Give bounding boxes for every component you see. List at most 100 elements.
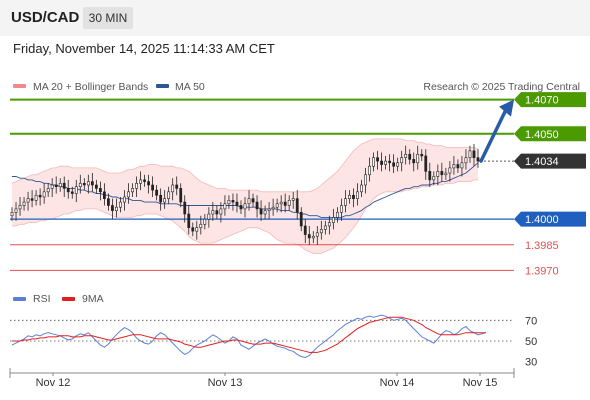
x-axis: Nov 12 Nov 13 Nov 14 Nov 15 [9,368,515,389]
candle-body [448,167,452,174]
candle-body [171,184,175,193]
x-tick-label: Nov 13 [208,377,243,389]
candle-body [167,191,171,199]
candle-body [243,203,247,210]
rsi-legend-label: RSI [33,293,51,305]
candle-body [360,184,363,193]
candle-body [78,182,82,188]
ma20-legend-label: MA 20 + Bollinger Bands [33,81,148,93]
candle-body [179,188,183,203]
candle-body [275,203,279,208]
candle-body [303,225,307,235]
candle-body [267,208,271,211]
candle-body [340,205,343,213]
ma9-legend-label: 9MA [82,293,104,305]
candle-body [123,196,126,203]
candle-body [147,181,150,186]
candle-body [380,160,383,165]
candle-body [424,155,428,172]
candle-body [46,188,50,193]
candle-body [307,234,311,239]
candle-body [98,188,102,193]
datetime-label: Friday, November 14, 2025 11:14:33 AM CE… [13,41,275,56]
candle-body [299,212,303,227]
candle-body [476,157,480,162]
candle-body [211,210,215,215]
level-tag-1.4050: 1.4050 [514,126,586,142]
candle-body [331,217,335,223]
candle-body [199,223,203,228]
candle-body [319,229,323,234]
candle-body [352,194,355,199]
candle-body [404,153,408,158]
candle-body [348,194,351,199]
projection-arrow-shaft [479,107,508,163]
candle-body [22,201,26,206]
candle-body [376,157,379,162]
symbol-title: USD/CAD [11,9,80,26]
candle-body [135,182,138,189]
candle-body [287,200,291,206]
candle-body [30,198,34,201]
candle-body [323,225,327,230]
candle-body [295,198,299,213]
candle-body [452,164,456,169]
rsi-tick-50: 50 [525,336,537,348]
candle-body [227,200,231,205]
candle-body [163,198,167,203]
candle-body [400,157,404,164]
research-credit: Research © 2025 Trading Central [423,81,580,93]
candle-body [432,176,436,181]
level-label-1.4070: 1.4070 [525,95,559,107]
candle-body [175,184,179,189]
candle-body [283,201,287,206]
candle-body [231,200,235,203]
candle-body [107,198,110,206]
candle-body [372,157,375,167]
candle-body [408,153,412,160]
header-bar: USD/CAD 30 MIN [0,0,590,36]
level-tag-1.4070: 1.4070 [514,92,586,108]
candle-body [139,179,142,184]
candle-body [54,184,58,188]
candle-body [119,201,122,208]
candle-body [259,208,263,215]
candle-body [420,153,424,157]
ma50-legend-swatch [156,84,169,88]
candle-body [38,194,42,198]
bollinger-band-area [12,138,478,254]
candle-body [50,184,54,189]
candle-body [464,157,468,164]
level-label-1.3970: 1.3970 [525,265,559,277]
candle-body [74,186,78,194]
level-tag-1.4034: 1.4034 [514,153,586,169]
level-label-1.4034: 1.4034 [525,156,559,168]
candle-body [456,164,460,169]
candle-body [440,171,444,176]
candle-body [14,208,18,213]
candle-body [311,235,315,239]
candle-body [247,198,251,205]
timeframe-button[interactable]: 30 MIN [83,7,133,29]
candle-body [444,172,448,176]
bollinger-upper-line [11,138,479,193]
candle-body [151,184,154,191]
candle-body [86,181,90,186]
candle-body [251,198,255,203]
candle-body [271,206,275,210]
candle-body [90,181,94,186]
candle-body [183,201,187,215]
candle-body [207,213,211,220]
price-chart: 1.4070 1.4050 1.4034 1.4000 1.3985 1.3970 [10,92,586,277]
candle-body [388,160,392,164]
candle-body [155,189,159,196]
candle-body [364,174,367,186]
candle-body [336,212,339,218]
candle-body [468,150,472,158]
bollinger-lower-line [12,179,478,254]
level-label-1.4000: 1.4000 [525,214,559,226]
level-tag-1.4000: 1.4000 [514,211,586,227]
candle-body [26,198,30,203]
candle-body [412,159,416,164]
